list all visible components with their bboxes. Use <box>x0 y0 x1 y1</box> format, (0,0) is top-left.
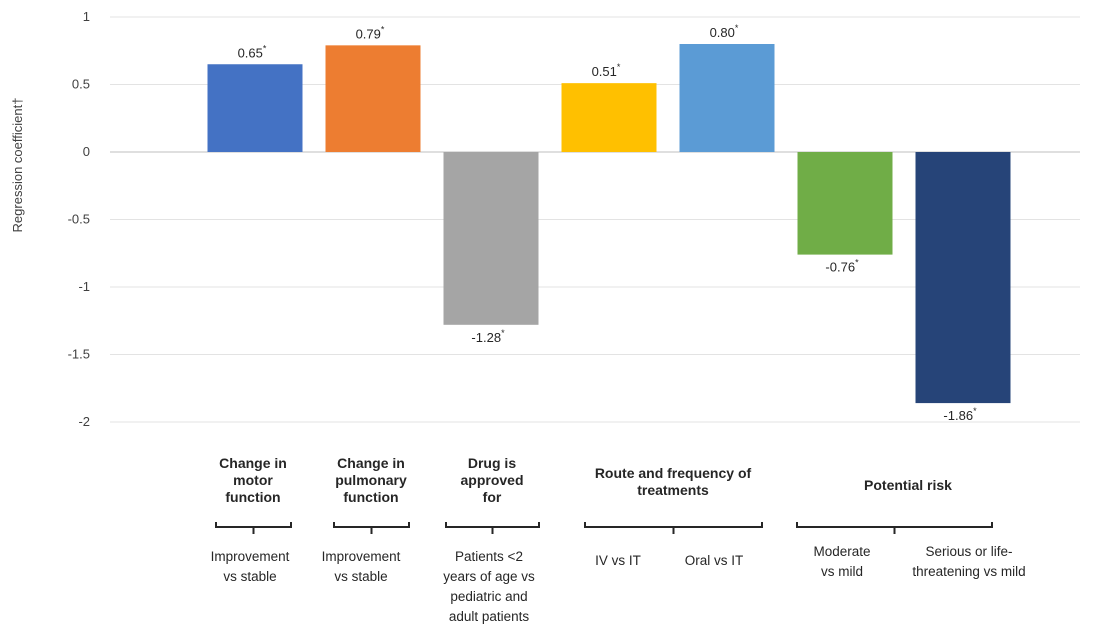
category-label: Moderate vs mild <box>813 544 870 579</box>
y-tick-label: -1 <box>78 279 90 294</box>
y-tick-label: 0 <box>83 144 90 159</box>
data-label: 0.65* <box>238 43 267 60</box>
category-labels: Improvement vs stable Improvement vs stable… <box>211 544 1026 624</box>
y-tick-label: 0.5 <box>72 77 90 92</box>
group-title: Route and frequency of treatments <box>595 465 752 498</box>
significance-marker: * <box>263 43 267 53</box>
bar <box>561 83 657 152</box>
category-label: Oral vs IT <box>685 553 744 568</box>
category-label: Improvement vs stable <box>322 549 401 584</box>
category-groups: Change in motor function Change in pulmonary… <box>215 455 993 534</box>
y-axis: 1 0.5 0 -0.5 -1 -1.5 -2 <box>68 9 90 429</box>
data-label: 0.80* <box>710 23 739 40</box>
bar <box>207 64 303 152</box>
data-label: 0.51* <box>592 62 621 79</box>
group-title: Change in motor function <box>219 455 287 505</box>
group-title: Drug is approved for <box>460 455 523 505</box>
data-labels: 0.65* 0.79* -1.28* 0.51* 0.80* -0.76* -1.86* <box>238 23 977 423</box>
group-bracket <box>333 522 410 534</box>
data-label: -1.28* <box>471 328 505 345</box>
y-tick-label: 1 <box>83 9 90 24</box>
group-bracket <box>215 522 292 534</box>
data-label: -1.86* <box>943 406 977 423</box>
significance-marker: * <box>617 62 621 72</box>
bar <box>797 152 893 255</box>
group-title: Change in pulmonary function <box>335 455 407 505</box>
category-label: Serious or life-threatening vs mild <box>912 544 1025 579</box>
significance-marker: * <box>381 24 385 34</box>
y-tick-label: -0.5 <box>68 212 90 227</box>
category-label: Improvement vs stable <box>211 549 290 584</box>
bar <box>325 45 421 152</box>
bar <box>915 152 1011 404</box>
group-title: Potential risk <box>864 477 952 493</box>
significance-marker: * <box>501 328 505 338</box>
bar <box>443 152 539 325</box>
group-bracket <box>584 522 763 534</box>
significance-marker: * <box>735 23 739 33</box>
bars <box>207 44 1011 404</box>
data-label: 0.79* <box>356 24 385 41</box>
data-label: -0.76* <box>825 258 859 275</box>
group-bracket <box>796 522 993 534</box>
bar <box>679 44 775 152</box>
y-tick-label: -2 <box>78 414 90 429</box>
category-label: Patients <2 years of age vs pediatric and a… <box>443 549 535 624</box>
significance-marker: * <box>855 258 859 268</box>
y-axis-label: Regression coefficient† <box>10 98 25 233</box>
group-bracket <box>445 522 540 534</box>
y-tick-label: -1.5 <box>68 347 90 362</box>
significance-marker: * <box>973 406 977 416</box>
category-label: IV vs IT <box>595 553 641 568</box>
